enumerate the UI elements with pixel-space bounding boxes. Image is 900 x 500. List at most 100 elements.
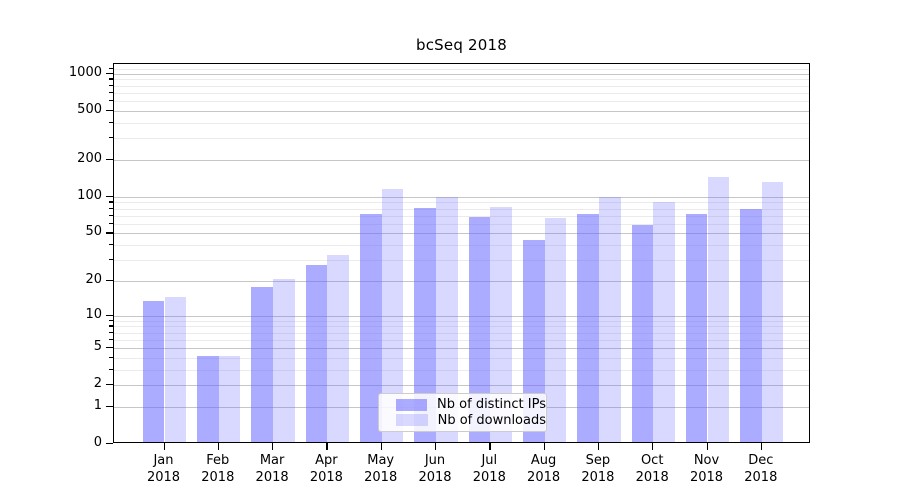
bar-downloads bbox=[598, 197, 621, 442]
gridline-minor bbox=[114, 320, 809, 322]
gridline-major bbox=[114, 348, 809, 349]
y-axis-tick-label: 20 bbox=[85, 271, 102, 287]
y-axis-tick-label: 1 bbox=[93, 397, 102, 413]
y-axis-minor-tick bbox=[109, 259, 113, 261]
gridline-minor bbox=[114, 208, 809, 210]
y-axis-tick-label: 500 bbox=[77, 101, 102, 117]
y-axis-tick-label: 50 bbox=[85, 224, 102, 240]
y-axis-minor-tick bbox=[109, 368, 113, 370]
gridline-minor bbox=[114, 215, 809, 217]
x-axis-tick-label: May 2018 bbox=[364, 453, 398, 485]
gridline-minor bbox=[114, 332, 809, 334]
legend-swatch-distinct-ips bbox=[396, 398, 428, 411]
bar-distinct-ips bbox=[577, 213, 599, 442]
y-axis-tick-label: 100 bbox=[77, 187, 102, 203]
gridline-major bbox=[114, 315, 809, 317]
gridline-major bbox=[114, 385, 809, 387]
y-axis-tick bbox=[106, 158, 113, 161]
bar-downloads bbox=[273, 278, 295, 442]
y-axis-minor-tick bbox=[109, 222, 113, 224]
bar-downloads bbox=[381, 188, 404, 442]
x-axis-tick-label: Jan 2018 bbox=[146, 453, 181, 485]
y-axis-minor-tick bbox=[109, 338, 113, 340]
bar-downloads bbox=[707, 176, 730, 442]
gridline-minor bbox=[114, 223, 809, 225]
y-axis-minor-tick bbox=[109, 214, 113, 216]
x-axis-tick-label: Jun 2018 bbox=[418, 453, 452, 485]
bar-downloads bbox=[436, 197, 458, 442]
y-axis-minor-tick bbox=[109, 207, 113, 209]
x-axis-tick bbox=[380, 443, 382, 450]
legend-swatch-downloads bbox=[396, 414, 428, 427]
y-axis-tick bbox=[106, 443, 113, 445]
bar-downloads bbox=[653, 202, 675, 442]
gridline-minor bbox=[114, 92, 809, 94]
gridline-minor bbox=[114, 79, 809, 81]
gridline-minor bbox=[114, 260, 809, 261]
y-axis-minor-tick bbox=[109, 201, 113, 203]
y-axis-tick-label: 10 bbox=[85, 306, 102, 322]
y-axis-tick bbox=[106, 72, 113, 75]
x-axis-tick-label: Dec 2018 bbox=[744, 453, 778, 485]
gridline-minor bbox=[114, 85, 809, 87]
y-axis-tick bbox=[106, 384, 113, 386]
bar-distinct-ips bbox=[305, 265, 328, 442]
y-axis-tick-label: 0 bbox=[93, 435, 102, 450]
y-axis-minor-tick bbox=[109, 331, 113, 333]
x-axis-tick-label: Sep 2018 bbox=[581, 453, 615, 485]
bar-distinct-ips bbox=[197, 355, 219, 442]
bar-downloads bbox=[164, 296, 187, 442]
y-axis-tick bbox=[106, 347, 113, 349]
gridline-major bbox=[114, 280, 809, 282]
gridline-major bbox=[114, 233, 809, 235]
y-axis-tick bbox=[106, 232, 113, 234]
y-axis-minor-tick bbox=[109, 84, 113, 86]
gridline-minor bbox=[114, 326, 809, 328]
x-axis-tick-label: Apr 2018 bbox=[309, 453, 343, 485]
x-axis-tick bbox=[326, 443, 328, 450]
y-axis-minor-tick bbox=[109, 121, 113, 124]
gridline-major bbox=[114, 159, 809, 161]
gridline-minor bbox=[114, 369, 809, 371]
y-axis-tick bbox=[106, 279, 113, 282]
y-axis-tick bbox=[106, 195, 113, 197]
bar-distinct-ips bbox=[251, 287, 274, 442]
bar-distinct-ips bbox=[522, 240, 545, 442]
bar-downloads bbox=[218, 355, 241, 442]
y-axis-minor-tick bbox=[109, 78, 113, 80]
x-axis-tick-label: Nov 2018 bbox=[689, 453, 724, 485]
y-axis-minor-tick bbox=[109, 244, 113, 246]
gridline-minor bbox=[114, 339, 809, 341]
gridline-major bbox=[114, 196, 809, 198]
gridline-minor bbox=[114, 122, 809, 124]
bar-distinct-ips bbox=[468, 216, 491, 442]
chart-title: bcSeq 2018 bbox=[416, 36, 507, 54]
x-axis-tick-label: Feb 2018 bbox=[201, 453, 235, 485]
gridline-minor bbox=[114, 245, 809, 246]
x-axis-tick bbox=[435, 443, 437, 450]
bar-distinct-ips bbox=[142, 300, 165, 442]
bar-downloads bbox=[327, 254, 350, 442]
x-axis-tick-label: Jul 2018 bbox=[472, 453, 506, 485]
gridline-minor bbox=[114, 68, 809, 70]
x-axis-tick bbox=[272, 443, 274, 450]
y-axis-minor-tick bbox=[109, 325, 113, 327]
gridline-major bbox=[114, 110, 809, 112]
x-axis-tick bbox=[489, 443, 491, 450]
bar-distinct-ips bbox=[685, 213, 708, 442]
legend-label-distinct-ips: Nb of distinct IPs bbox=[437, 397, 546, 413]
bar-downloads bbox=[761, 181, 784, 442]
y-axis-minor-tick bbox=[109, 91, 113, 94]
bar-distinct-ips bbox=[414, 207, 436, 442]
y-axis-tick bbox=[106, 405, 113, 408]
x-axis-tick-label: Oct 2018 bbox=[635, 453, 669, 485]
bar-distinct-ips bbox=[740, 209, 762, 442]
bar-downloads bbox=[490, 206, 512, 442]
x-axis-tick bbox=[163, 443, 165, 450]
gridline-minor bbox=[114, 138, 809, 140]
y-axis-tick bbox=[106, 109, 113, 112]
x-axis-tick-label: Mar 2018 bbox=[255, 453, 289, 485]
legend: Nb of distinct IPs Nb of downloads bbox=[378, 393, 547, 432]
gridline-minor bbox=[114, 357, 809, 359]
